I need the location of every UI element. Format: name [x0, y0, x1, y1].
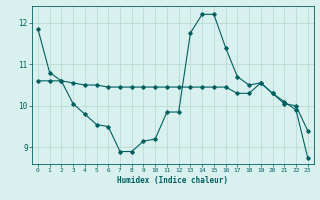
X-axis label: Humidex (Indice chaleur): Humidex (Indice chaleur) [117, 176, 228, 185]
